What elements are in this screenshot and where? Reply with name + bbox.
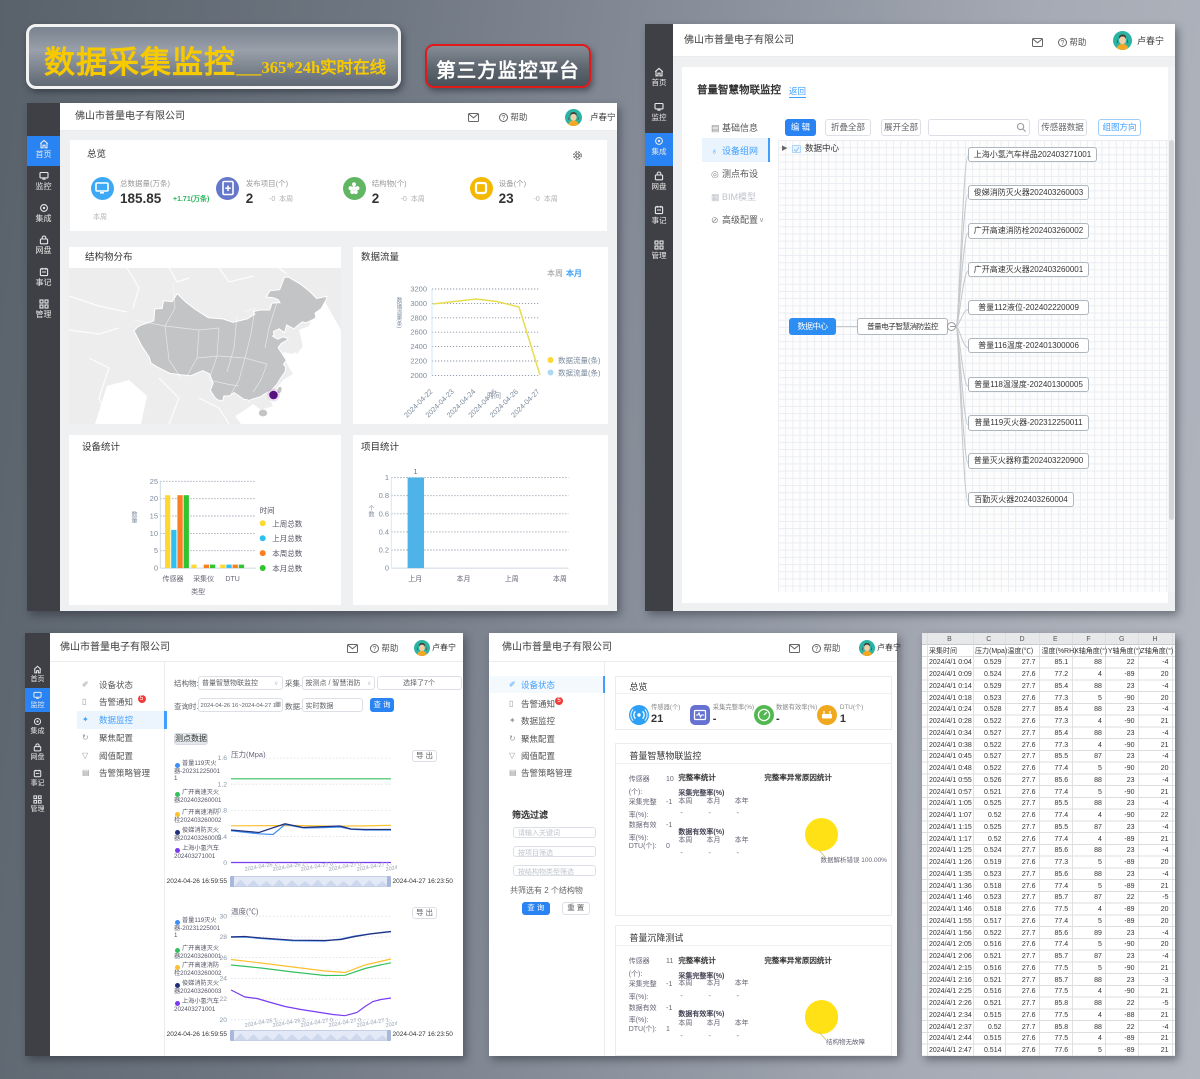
svg-text:30: 30	[219, 913, 227, 920]
svg-text:上周总数: 上周总数	[272, 518, 302, 528]
svg-text:DTU: DTU	[225, 576, 239, 583]
svg-text:24: 24	[219, 976, 227, 983]
svg-text:26: 26	[219, 955, 227, 962]
svg-text:数据流量(条): 数据流量(条)	[558, 355, 601, 365]
svg-text:3000: 3000	[410, 299, 427, 308]
svg-text:采集仪: 采集仪	[193, 574, 214, 583]
svg-text:上周: 上周	[505, 574, 519, 583]
svg-text:0.6: 0.6	[379, 509, 389, 518]
svg-text:28: 28	[219, 934, 227, 941]
svg-text:本周: 本周	[553, 574, 567, 583]
svg-text:0.4: 0.4	[379, 527, 389, 536]
svg-text:上月总数: 上月总数	[272, 533, 302, 543]
svg-text:本周总数: 本周总数	[272, 548, 302, 558]
svg-text:2800: 2800	[410, 313, 427, 322]
svg-text:上月: 上月	[408, 574, 422, 583]
svg-text:类型: 类型	[191, 587, 205, 596]
svg-text:25: 25	[150, 477, 158, 486]
svg-text:本月: 本月	[457, 574, 471, 583]
svg-text:2000: 2000	[410, 371, 427, 380]
svg-text:3200: 3200	[410, 285, 427, 294]
svg-text:1: 1	[414, 469, 418, 476]
svg-text:2400: 2400	[410, 342, 427, 351]
svg-text:1.6: 1.6	[218, 755, 228, 762]
svg-text:2024-04-27 1..: 2024-04-27 1..	[385, 1017, 397, 1029]
svg-text:20: 20	[219, 1017, 227, 1024]
svg-text:1: 1	[385, 473, 389, 482]
svg-text:1.2: 1.2	[218, 781, 228, 788]
svg-text:0.8: 0.8	[379, 491, 389, 500]
svg-text:22: 22	[219, 996, 227, 1003]
svg-text:0.8: 0.8	[218, 808, 228, 815]
svg-text:时间: 时间	[260, 505, 275, 515]
svg-text:0.2: 0.2	[379, 546, 389, 555]
svg-text:2024-04-27 1..: 2024-04-27 1..	[385, 861, 397, 873]
svg-text:2200: 2200	[410, 357, 427, 366]
svg-text:传感器: 传感器	[163, 574, 184, 583]
svg-text:5: 5	[154, 546, 158, 555]
svg-text:20: 20	[150, 494, 158, 503]
svg-text:本月总数: 本月总数	[272, 563, 302, 573]
svg-text:15: 15	[150, 512, 158, 521]
svg-text:0: 0	[385, 564, 389, 573]
svg-text:0: 0	[223, 860, 227, 867]
svg-text:0: 0	[154, 564, 158, 573]
svg-text:数据流量(条): 数据流量(条)	[558, 368, 601, 378]
svg-text:时间: 时间	[487, 391, 501, 400]
svg-text:2600: 2600	[410, 328, 427, 337]
svg-text:10: 10	[150, 529, 158, 538]
svg-text:0.4: 0.4	[218, 834, 228, 841]
